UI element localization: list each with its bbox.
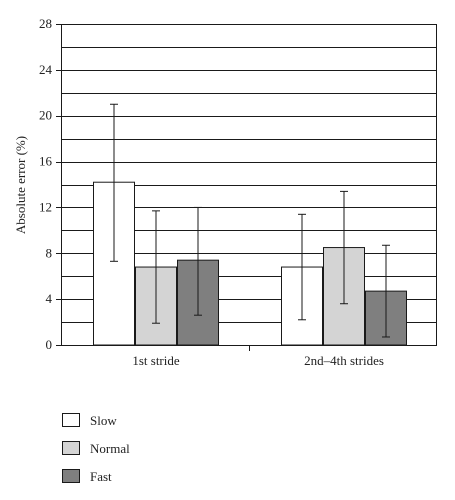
legend-label-normal: Normal <box>90 441 130 456</box>
x-category-label: 2nd–4th strides <box>304 353 384 368</box>
y-tick-label: 28 <box>39 16 52 31</box>
axes <box>56 24 437 351</box>
y-tick-label: 24 <box>39 62 53 77</box>
y-axis-title: Absolute error (%) <box>13 136 28 234</box>
legend-swatch-fast <box>62 469 80 483</box>
legend-swatch-normal <box>62 441 80 455</box>
legend-label-slow: Slow <box>90 413 117 428</box>
x-category-label: 1st stride <box>132 353 180 368</box>
legend-swatch-slow <box>62 413 80 427</box>
error-bars <box>110 103 390 338</box>
bars <box>93 181 407 346</box>
y-tick-label: 16 <box>39 154 53 169</box>
y-tick-label: 4 <box>46 291 53 306</box>
legend-label-fast: Fast <box>90 469 112 484</box>
legend: Slow Normal Fast <box>62 413 130 484</box>
y-tick-label: 12 <box>39 199 52 214</box>
y-tick-labels: 0 4 8 12 16 20 24 28 <box>39 16 53 352</box>
y-tick-label: 0 <box>46 337 53 352</box>
y-tick-label: 8 <box>46 245 53 260</box>
y-tick-label: 20 <box>39 108 52 123</box>
x-category-labels: 1st stride 2nd–4th strides <box>132 353 384 368</box>
